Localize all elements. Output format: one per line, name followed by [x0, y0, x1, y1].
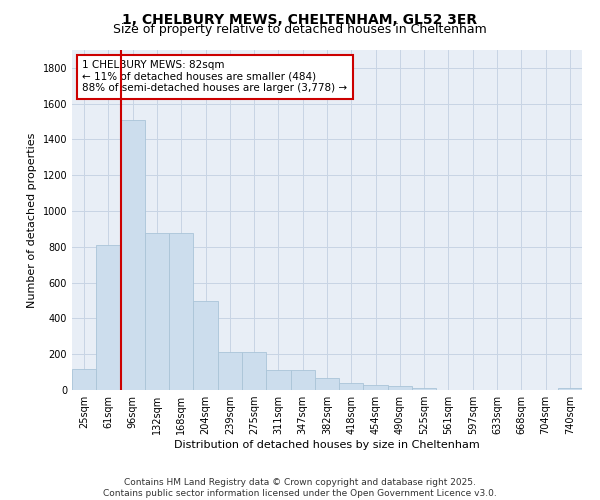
- Bar: [315, 378, 339, 390]
- Bar: [388, 386, 412, 390]
- Text: Size of property relative to detached houses in Cheltenham: Size of property relative to detached ho…: [113, 22, 487, 36]
- Bar: [121, 120, 145, 390]
- Bar: [72, 368, 96, 390]
- Bar: [266, 370, 290, 390]
- Bar: [364, 384, 388, 390]
- Bar: [169, 232, 193, 390]
- Bar: [339, 383, 364, 390]
- Bar: [145, 232, 169, 390]
- Text: 1, CHELBURY MEWS, CHELTENHAM, GL52 3ER: 1, CHELBURY MEWS, CHELTENHAM, GL52 3ER: [122, 12, 478, 26]
- Bar: [193, 300, 218, 390]
- Bar: [290, 370, 315, 390]
- Bar: [218, 352, 242, 390]
- Bar: [242, 352, 266, 390]
- Y-axis label: Number of detached properties: Number of detached properties: [27, 132, 37, 308]
- Bar: [558, 388, 582, 390]
- X-axis label: Distribution of detached houses by size in Cheltenham: Distribution of detached houses by size …: [174, 440, 480, 450]
- Text: Contains HM Land Registry data © Crown copyright and database right 2025.
Contai: Contains HM Land Registry data © Crown c…: [103, 478, 497, 498]
- Bar: [412, 388, 436, 390]
- Text: 1 CHELBURY MEWS: 82sqm
← 11% of detached houses are smaller (484)
88% of semi-de: 1 CHELBURY MEWS: 82sqm ← 11% of detached…: [82, 60, 347, 94]
- Bar: [96, 245, 121, 390]
